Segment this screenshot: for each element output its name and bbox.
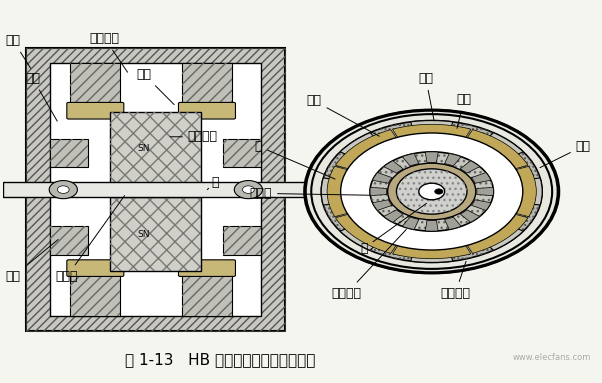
Wedge shape [425,152,438,163]
Wedge shape [511,166,536,217]
Circle shape [397,169,467,214]
Wedge shape [393,124,471,141]
Wedge shape [340,133,386,162]
FancyBboxPatch shape [67,102,124,119]
FancyBboxPatch shape [182,275,232,316]
Wedge shape [465,213,528,253]
Text: 轴: 轴 [361,203,427,255]
Text: 轴: 轴 [207,175,219,190]
Text: 定子铁心: 定子铁心 [440,261,470,300]
Text: 端盖: 端盖 [5,34,31,68]
Text: SN: SN [137,231,150,239]
Text: 机壳: 机壳 [25,72,57,121]
Wedge shape [411,242,453,262]
Text: 小齿: 小齿 [456,93,471,128]
Circle shape [435,189,443,194]
FancyBboxPatch shape [101,184,210,195]
Wedge shape [383,210,403,222]
FancyBboxPatch shape [3,182,388,197]
Wedge shape [444,217,461,229]
FancyBboxPatch shape [110,197,201,271]
Circle shape [341,133,523,250]
Wedge shape [373,173,392,183]
Wedge shape [383,161,403,173]
Circle shape [305,110,558,273]
Circle shape [49,180,78,199]
Circle shape [57,186,69,193]
Text: 线圈: 线圈 [137,68,174,105]
FancyBboxPatch shape [182,63,232,105]
FancyBboxPatch shape [50,63,261,316]
Text: 转子铁心: 转子铁心 [332,229,406,300]
Wedge shape [477,133,523,162]
Wedge shape [370,187,386,196]
Text: 图 1-13   HB 型步进电动机结构示意图: 图 1-13 HB 型步进电动机结构示意图 [125,352,315,367]
Wedge shape [477,221,523,250]
FancyBboxPatch shape [178,102,235,119]
Wedge shape [402,154,419,166]
Wedge shape [425,220,438,231]
FancyBboxPatch shape [223,226,261,255]
FancyBboxPatch shape [223,139,261,167]
Circle shape [419,183,445,200]
Wedge shape [471,200,491,210]
Text: www.elecfans.com: www.elecfans.com [513,353,591,362]
FancyBboxPatch shape [50,139,88,167]
FancyBboxPatch shape [67,260,124,277]
FancyBboxPatch shape [70,275,120,316]
Wedge shape [477,187,494,196]
FancyBboxPatch shape [110,112,201,186]
Text: 定子铁心: 定子铁心 [90,32,128,72]
Text: 转子铁心: 转子铁心 [170,130,218,143]
FancyBboxPatch shape [50,226,88,255]
Text: 槽: 槽 [255,140,335,179]
Wedge shape [321,178,352,205]
Circle shape [234,180,262,199]
Wedge shape [471,173,491,183]
Text: 线圈: 线圈 [418,72,434,121]
Wedge shape [411,121,453,141]
Text: 极齿: 极齿 [540,140,591,168]
Wedge shape [393,242,471,259]
Wedge shape [373,200,392,210]
Circle shape [321,121,542,262]
Circle shape [243,186,254,193]
Text: 永磁体: 永磁体 [250,187,370,200]
FancyBboxPatch shape [26,48,285,331]
Wedge shape [460,161,480,173]
Wedge shape [335,213,398,253]
Text: 轴承: 轴承 [5,239,58,283]
Wedge shape [511,178,542,205]
Wedge shape [335,130,398,170]
Wedge shape [327,166,352,217]
Circle shape [388,163,476,220]
Text: 永磁体: 永磁体 [55,196,125,283]
FancyBboxPatch shape [70,63,120,105]
Wedge shape [444,154,461,166]
Wedge shape [402,217,419,229]
Wedge shape [340,221,386,250]
Text: SN: SN [137,144,150,152]
Wedge shape [465,130,528,170]
FancyBboxPatch shape [178,260,235,277]
Text: 绝缘: 绝缘 [306,95,379,136]
Circle shape [370,152,494,231]
Wedge shape [460,210,480,222]
